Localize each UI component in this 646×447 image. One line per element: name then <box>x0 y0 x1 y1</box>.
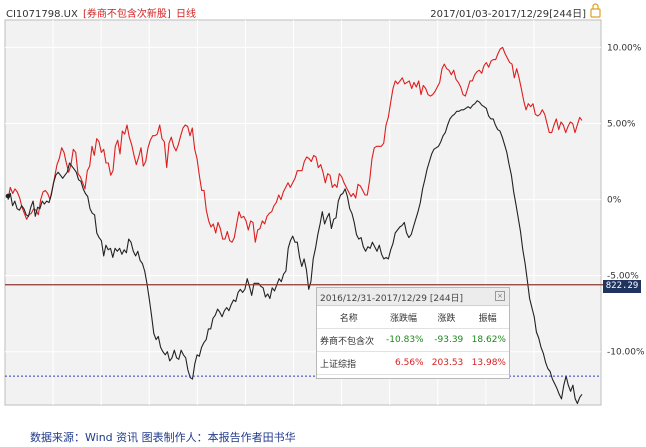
y-tick-label: -10.00% <box>607 348 645 358</box>
start-point-marker <box>5 193 11 199</box>
plot-area <box>4 19 602 406</box>
horizontal-gridlines <box>5 46 601 353</box>
series-line-0 <box>7 46 583 243</box>
col-amplitude-header: 振幅 <box>466 306 509 329</box>
y-tick-label: 5.00% <box>607 119 636 129</box>
series-line-1 <box>7 100 583 405</box>
header-range: 2017/01/03-2017/12/29[244日] <box>430 9 586 20</box>
row-change: -93.39 <box>426 328 467 352</box>
table-row: 上证综指 6.56% 203.53 13.98% <box>317 351 509 375</box>
row-amplitude: 13.98% <box>466 351 509 375</box>
header-name: [券商不包含次新股] <box>83 7 171 20</box>
header-period: 日线 <box>176 7 196 20</box>
row-change-pct: 6.56% <box>380 351 427 375</box>
table-row: 券商不包含次 -10.83% -93.39 18.62% <box>317 328 509 352</box>
series-layer <box>7 46 583 405</box>
row-name: 上证综指 <box>317 351 381 375</box>
popup-header: 2016/12/31-2017/12/29 [244日] × <box>317 288 509 306</box>
popup-title: 2016/12/31-2017/12/29 [244日] <box>320 294 464 304</box>
table-header-row: 名称 涨跌幅 涨跌 振幅 <box>317 306 509 329</box>
row-amplitude: 18.62% <box>466 328 509 352</box>
close-icon[interactable]: × <box>495 291 505 301</box>
y-tick-label: -5.00% <box>607 272 639 282</box>
stats-popup: 2016/12/31-2017/12/29 [244日] × 名称 涨跌幅 涨跌… <box>316 287 510 379</box>
col-change-header: 涨跌 <box>426 306 467 329</box>
col-name-header: 名称 <box>317 306 381 329</box>
footer-source: 数据来源：Wind 资讯 图表制作人：本报告作者田书华 <box>30 431 296 444</box>
header-code: CI1071798.UX <box>6 9 78 20</box>
y-tick-label: 0% <box>607 196 622 206</box>
reference-value-tag: 822.29 <box>603 280 641 293</box>
lock-icon[interactable] <box>590 3 601 18</box>
y-axis-ticks: 10.00% 5.00% 0% -5.00% -10.00% <box>607 43 645 357</box>
row-change: 203.53 <box>426 351 467 375</box>
row-name: 券商不包含次 <box>317 328 381 352</box>
header-text: CI1071798.UX [券商不包含次新股] 日线 <box>6 7 196 20</box>
col-change-pct-header: 涨跌幅 <box>380 306 427 329</box>
stats-table: 名称 涨跌幅 涨跌 振幅 券商不包含次 -10.83% -93.39 18.62… <box>317 306 509 375</box>
row-change-pct: -10.83% <box>380 328 427 352</box>
y-tick-label: 10.00% <box>607 43 642 53</box>
